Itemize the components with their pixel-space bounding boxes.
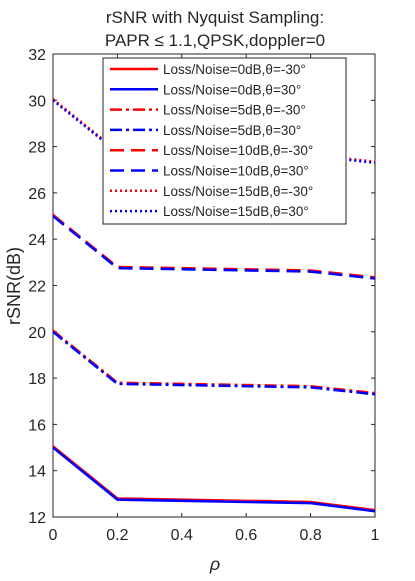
y-tick-label: 22 <box>28 279 46 296</box>
x-tick-label: 1 <box>371 527 380 544</box>
legend-label-4: Loss/Noise=5dB,θ=30° <box>163 123 301 138</box>
plot-area: 0 0.2 0.4 0.6 0.8 1 12 14 16 18 20 22 24 26 28 30 32 Loss… <box>28 47 379 544</box>
series-line-2 <box>52 446 376 513</box>
x-tick-label: 0 <box>49 527 58 544</box>
chart-title-line-1: rSNR with Nyquist Sampling: <box>106 8 324 27</box>
series-line-3 <box>52 329 376 395</box>
legend-label-1: Loss/Noise=0dB,θ=-30° <box>163 62 306 77</box>
x-tick-label: 0.6 <box>235 527 257 544</box>
chart-title-line-2: PAPR ≤ 1.1,QPSK,doppler=0 <box>105 31 325 50</box>
legend-box <box>102 57 347 225</box>
legend-label-5: Loss/Noise=10dB,θ=-30° <box>163 143 313 158</box>
y-tick-label: 14 <box>28 464 46 481</box>
y-tick-label: 24 <box>28 232 46 249</box>
series-line-6 <box>52 215 376 280</box>
y-tick-label: 28 <box>28 140 46 157</box>
y-tick-label: 12 <box>28 510 46 527</box>
series-line-4 <box>52 330 376 396</box>
x-tick-label: 0.4 <box>171 527 193 544</box>
legend-label-3: Loss/Noise=5dB,θ=-30° <box>163 103 306 118</box>
x-axis-label: ρ <box>209 554 220 574</box>
y-tick-label: 20 <box>28 325 46 342</box>
y-tick-label: 32 <box>28 47 46 64</box>
x-tick-label: 0.8 <box>299 527 321 544</box>
y-tick-label: 16 <box>28 417 46 434</box>
legend-label-2: Loss/Noise=0dB,θ=30° <box>163 82 301 97</box>
y-tick-label: 30 <box>28 93 46 110</box>
legend-label-6: Loss/Noise=10dB,θ=30° <box>163 164 309 179</box>
legend-label-7: Loss/Noise=15dB,θ=-30° <box>163 184 313 199</box>
legend: Loss/Noise=0dB,θ=-30° Loss/Noise=0dB,θ=30… <box>102 57 347 225</box>
x-tick-label: 0.2 <box>106 527 128 544</box>
legend-label-8: Loss/Noise=15dB,θ=30° <box>163 204 309 219</box>
y-axis-label: rSNR(dB) <box>4 247 24 325</box>
y-tick-label: 18 <box>28 371 46 388</box>
series-line-8 <box>52 99 376 165</box>
y-tick-label: 26 <box>28 186 46 203</box>
